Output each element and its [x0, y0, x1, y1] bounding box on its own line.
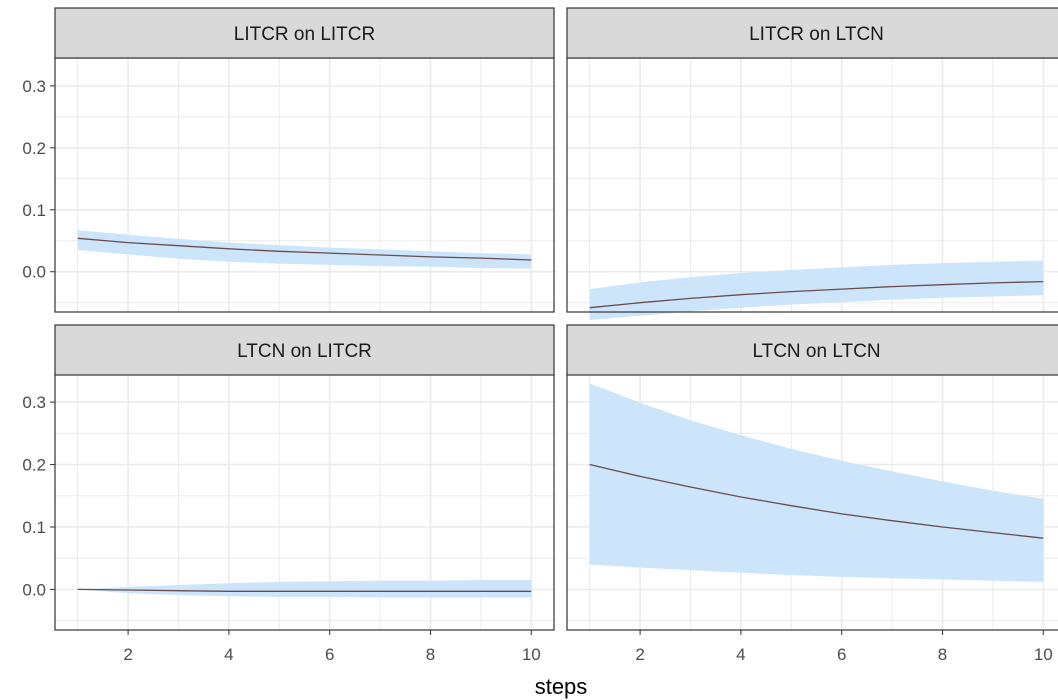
y-tick-label: 0.1 — [22, 518, 46, 537]
facet-panel: LITCR on LTCN — [566, 7, 1058, 321]
y-tick-label: 0.3 — [22, 77, 46, 96]
series-line — [77, 588, 532, 592]
series-line — [589, 280, 1044, 309]
panel-background — [55, 58, 554, 312]
facet-strip-label: LTCN on LTCN — [752, 341, 880, 362]
x-tick-label: 10 — [1034, 645, 1053, 664]
x-tick-label: 4 — [224, 645, 233, 664]
x-tick-label: 8 — [426, 645, 435, 664]
x-tick-label: 6 — [837, 645, 846, 664]
facet-strip — [54, 7, 555, 59]
x-tick-label: 4 — [736, 645, 745, 664]
facet-panel: LITCR on LITCR — [54, 7, 555, 313]
y-tick-label: 0.1 — [22, 201, 46, 220]
y-tick-label: 0.3 — [22, 393, 46, 412]
facet-strip — [566, 324, 1058, 376]
confidence-band — [77, 580, 532, 598]
facet-strip-label: LITCR on LTCN — [749, 24, 884, 45]
facet-panel: LTCN on LTCN — [566, 324, 1058, 631]
x-axis-title: steps — [535, 674, 588, 699]
facet-strip — [566, 7, 1058, 59]
facet-panel: LTCN on LITCR — [54, 324, 555, 631]
x-tick-label: 6 — [325, 645, 334, 664]
x-tick-label: 10 — [522, 645, 541, 664]
series-line — [589, 463, 1044, 539]
y-tick-label: 0.0 — [22, 263, 46, 282]
confidence-band — [589, 383, 1044, 582]
x-tick-label: 2 — [635, 645, 644, 664]
x-tick-label: 2 — [123, 645, 132, 664]
y-tick-label: 0.2 — [22, 139, 46, 158]
facet-strip — [54, 324, 555, 376]
y-tick-label: 0.2 — [22, 456, 46, 475]
x-tick-label: 8 — [938, 645, 947, 664]
series-line — [77, 237, 532, 261]
confidence-band — [77, 230, 532, 269]
facet-strip-label: LITCR on LITCR — [234, 24, 375, 45]
y-tick-label: 0.0 — [22, 580, 46, 599]
facet-strip-label: LTCN on LITCR — [237, 341, 372, 362]
